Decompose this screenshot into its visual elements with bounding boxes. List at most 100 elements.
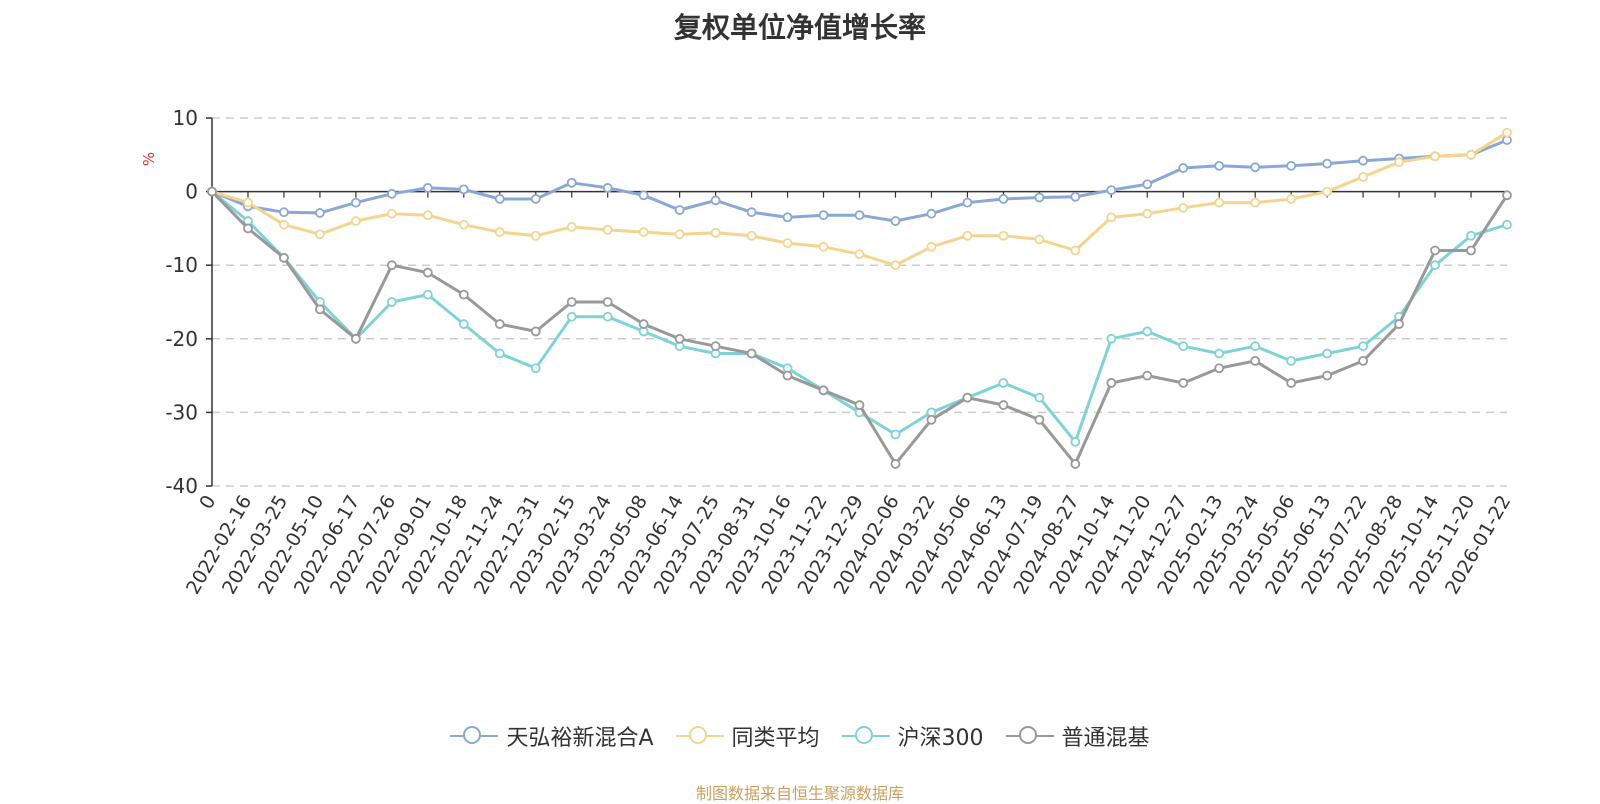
series-point (530, 326, 541, 337)
series-point (1322, 348, 1333, 359)
series-point (1250, 197, 1261, 208)
legend-item[interactable]: 天弘裕新混合A (450, 720, 654, 752)
series-point (315, 229, 325, 240)
legend-marker-icon (841, 726, 890, 746)
series-point (782, 238, 793, 249)
series-point (746, 348, 757, 359)
series-point (1178, 341, 1189, 352)
series-point (962, 392, 973, 403)
series-point (386, 260, 397, 271)
series-point (926, 208, 937, 219)
series-point (1502, 190, 1512, 201)
series-point (1106, 185, 1117, 196)
series-point (638, 319, 649, 329)
y-tick-label: -20 (165, 327, 198, 351)
series-point (1142, 208, 1153, 219)
series-point (1070, 436, 1081, 447)
series-point (998, 230, 1009, 241)
series-point (854, 210, 865, 221)
legend-marker-icon (450, 726, 499, 746)
series-point (530, 363, 541, 374)
series-point (315, 304, 325, 315)
series-point (674, 333, 685, 344)
y-tick-label: 0 (185, 180, 198, 204)
series-point (782, 212, 793, 223)
series-point (1358, 155, 1369, 166)
series-point (566, 222, 577, 232)
series-point (1070, 245, 1081, 256)
series-point (566, 311, 577, 322)
series-point (1322, 370, 1333, 381)
legend-label: 普通混基 (1061, 726, 1150, 751)
series-point (1250, 355, 1261, 366)
series-point (1178, 378, 1189, 388)
series-point (1358, 355, 1369, 366)
series-point (1358, 341, 1369, 352)
data-source-note: 制图数据来自恒生聚源数据库 (695, 784, 904, 803)
series-point (1070, 459, 1081, 469)
series-point (458, 219, 469, 230)
series-point (638, 190, 649, 201)
legend-item[interactable]: 同类平均 (675, 720, 820, 752)
series-point (458, 184, 469, 195)
series-point (386, 297, 397, 307)
series-point (1394, 319, 1404, 329)
series-point (602, 311, 613, 322)
series-point (998, 400, 1009, 410)
series-point (674, 229, 685, 240)
series-point (998, 194, 1009, 204)
series-point (746, 230, 757, 241)
series-point (962, 197, 973, 208)
series-point (1214, 197, 1225, 208)
series-point (422, 183, 433, 193)
series-point (926, 414, 937, 425)
series-point (1286, 194, 1297, 204)
series-point (854, 249, 865, 260)
series-point (279, 207, 289, 218)
y-tick-label: -10 (165, 253, 198, 277)
series-point (1430, 245, 1440, 256)
series-point (494, 348, 505, 359)
x-tick-label: 0 (195, 492, 220, 513)
series-point (1034, 192, 1045, 203)
series-point (350, 216, 361, 226)
series-point (926, 241, 937, 252)
series-point (458, 319, 469, 329)
series-point (890, 429, 901, 440)
series-point (818, 210, 829, 221)
series-point (350, 333, 361, 344)
legend-label: 沪深300 (897, 726, 984, 751)
series-line-3 (210, 190, 1509, 466)
series-point (782, 370, 793, 381)
series-point (350, 197, 361, 208)
legend: 天弘裕新混合A 同类平均 沪深300 普通混基 (0, 720, 1600, 752)
series-point (279, 219, 289, 230)
series-point (1034, 234, 1045, 245)
series-point (566, 297, 577, 307)
series-point (207, 186, 217, 197)
series-point (243, 197, 253, 208)
y-tick-label: -30 (165, 400, 198, 424)
series-point (602, 183, 613, 193)
series-point (243, 223, 253, 234)
series-point (890, 216, 901, 226)
legend-marker-icon (1005, 726, 1054, 746)
series-point (386, 208, 397, 219)
series-point (854, 400, 865, 410)
series-point (566, 177, 577, 188)
series-point (710, 227, 721, 238)
chart-title: 复权单位净值增长率 (673, 11, 926, 44)
series-point (1286, 355, 1297, 366)
series-point (818, 241, 829, 252)
legend-item[interactable]: 沪深300 (841, 720, 984, 752)
legend-item[interactable]: 普通混基 (1005, 720, 1150, 752)
y-tick-label: -40 (165, 474, 198, 498)
series-point (1466, 245, 1476, 256)
series-point (1034, 392, 1045, 403)
series-point (746, 207, 757, 218)
series-point (1430, 151, 1440, 162)
series-point (422, 210, 433, 221)
series-point (998, 378, 1009, 388)
series-point (1070, 191, 1081, 202)
series-point (1142, 326, 1153, 337)
